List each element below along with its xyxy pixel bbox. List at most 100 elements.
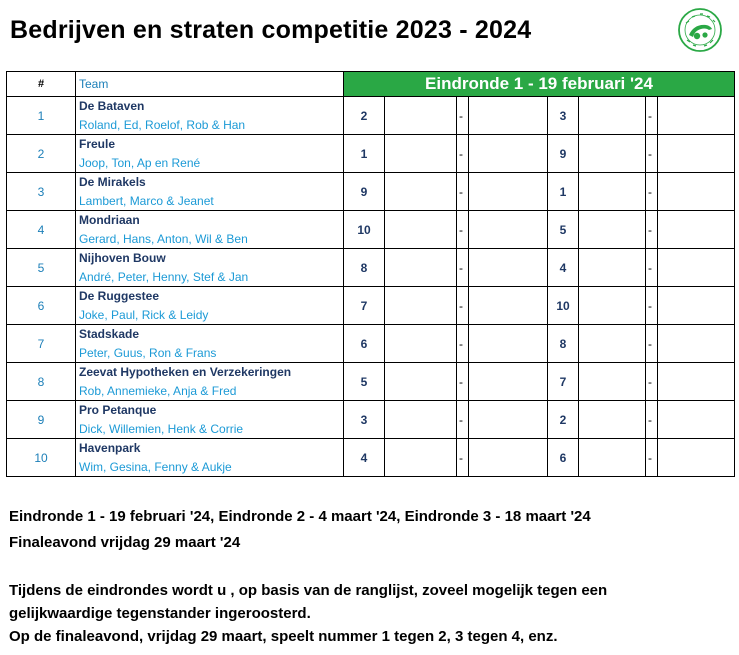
result-cell (578, 286, 646, 325)
opponent-number-1: 7 (343, 286, 385, 325)
result-separator: - (645, 210, 658, 249)
result-separator: - (456, 248, 469, 287)
team-rank: 9 (6, 400, 76, 439)
table-row: 6 De Ruggestee Joke, Paul, Rick & Leidy 7 - 1… (6, 286, 735, 325)
team-name: De Bataven (79, 99, 145, 113)
team-cell: De Ruggestee Joke, Paul, Rick & Leidy (75, 286, 344, 325)
result-cell (657, 362, 735, 401)
opponent-number-1: 9 (343, 172, 385, 211)
team-cell: Mondriaan Gerard, Hans, Anton, Wil & Ben (75, 210, 344, 249)
result-separator: - (645, 362, 658, 401)
result-cell (468, 286, 548, 325)
opponent-number-2: 4 (547, 248, 579, 287)
result-cell (384, 362, 457, 401)
opponent-number-1: 6 (343, 324, 385, 363)
team-name: De Ruggestee (79, 289, 160, 303)
result-separator: - (645, 134, 658, 173)
result-cell (578, 134, 646, 173)
result-cell (657, 96, 735, 135)
team-name: Pro Petanque (79, 403, 157, 417)
opponent-number-2: 1 (547, 172, 579, 211)
result-cell (578, 438, 646, 477)
result-cell (384, 400, 457, 439)
result-cell (384, 172, 457, 211)
footer-note-1: Tijdens de eindrondes wordt u , op basis… (9, 582, 608, 599)
footer-finale: Finaleavond vrijdag 29 maart '24 (9, 534, 241, 551)
team-members: Lambert, Marco & Jeanet (79, 194, 214, 208)
result-cell (468, 362, 548, 401)
opponent-number-2: 3 (547, 96, 579, 135)
team-cell: Pro Petanque Dick, Willemien, Henk & Corr… (75, 400, 344, 439)
result-separator: - (645, 286, 658, 325)
team-name: Stadskade (79, 327, 140, 341)
result-cell (384, 96, 457, 135)
result-cell (657, 400, 735, 439)
opponent-number-2: 10 (547, 286, 579, 325)
team-name: De Mirakels (79, 175, 146, 189)
footer-note-2: gelijkwaardige tegenstander ingeroosterd… (9, 605, 311, 622)
result-cell (468, 248, 548, 287)
table-row: 2 Freule Joop, Ton, Ap en René 1 - 9 - (6, 134, 735, 173)
result-cell (578, 248, 646, 287)
team-name: Nijhoven Bouw (79, 251, 166, 265)
team-members: Joke, Paul, Rick & Leidy (79, 308, 209, 322)
result-separator: - (645, 172, 658, 211)
result-cell (468, 400, 548, 439)
team-cell: De Bataven Roland, Ed, Roelof, Rob & Han (75, 96, 344, 135)
team-name: Havenpark (79, 441, 141, 455)
opponent-number-1: 8 (343, 248, 385, 287)
team-members: Gerard, Hans, Anton, Wil & Ben (79, 232, 248, 246)
result-separator: - (645, 400, 658, 439)
club-logo-icon (678, 8, 722, 52)
result-cell (468, 172, 548, 211)
result-cell (657, 438, 735, 477)
opponent-number-2: 8 (547, 324, 579, 363)
team-rank: 7 (6, 324, 76, 363)
result-cell (578, 400, 646, 439)
result-cell (578, 96, 646, 135)
result-cell (657, 210, 735, 249)
team-cell: Nijhoven Bouw André, Peter, Henny, Stef &… (75, 248, 344, 287)
result-separator: - (456, 400, 469, 439)
team-name: Mondriaan (79, 213, 140, 227)
table-row: 9 Pro Petanque Dick, Willemien, Henk & Cor… (6, 400, 735, 439)
team-members: André, Peter, Henny, Stef & Jan (79, 270, 249, 284)
result-cell (384, 210, 457, 249)
opponent-number-2: 7 (547, 362, 579, 401)
team-rank: 10 (6, 438, 76, 477)
footer-note-3: Op de finaleavond, vrijdag 29 maart, spe… (9, 628, 558, 645)
table-row: 5 Nijhoven Bouw André, Peter, Henny, Stef … (6, 248, 735, 287)
result-cell (657, 286, 735, 325)
result-cell (384, 248, 457, 287)
opponent-number-1: 2 (343, 96, 385, 135)
team-name: Freule (79, 137, 116, 151)
team-members: Joop, Ton, Ap en René (79, 156, 201, 170)
result-separator: - (456, 362, 469, 401)
table-row: 7 Stadskade Peter, Guus, Ron & Frans 6 - 8 - (6, 324, 735, 363)
competition-table: # Team Eindronde 1 - 19 februari '24 1 De… (6, 71, 735, 477)
opponent-number-2: 2 (547, 400, 579, 439)
team-rank: 4 (6, 210, 76, 249)
result-cell (578, 172, 646, 211)
result-cell (578, 362, 646, 401)
result-separator: - (645, 438, 658, 477)
result-cell (384, 438, 457, 477)
team-rank: 3 (6, 172, 76, 211)
result-cell (657, 324, 735, 363)
table-row: 4 Mondriaan Gerard, Hans, Anton, Wil & Ben… (6, 210, 735, 249)
result-cell (468, 96, 548, 135)
opponent-number-1: 5 (343, 362, 385, 401)
table-header-row: # Team Eindronde 1 - 19 februari '24 (6, 71, 735, 97)
result-separator: - (456, 96, 469, 135)
result-cell (657, 172, 735, 211)
opponent-number-2: 5 (547, 210, 579, 249)
result-separator: - (456, 210, 469, 249)
team-members: Rob, Annemieke, Anja & Fred (79, 384, 237, 398)
result-cell (657, 248, 735, 287)
result-separator: - (645, 96, 658, 135)
team-members: Peter, Guus, Ron & Frans (79, 346, 217, 360)
team-cell: Freule Joop, Ton, Ap en René (75, 134, 344, 173)
opponent-number-2: 9 (547, 134, 579, 173)
opponent-number-1: 1 (343, 134, 385, 173)
result-separator: - (645, 324, 658, 363)
